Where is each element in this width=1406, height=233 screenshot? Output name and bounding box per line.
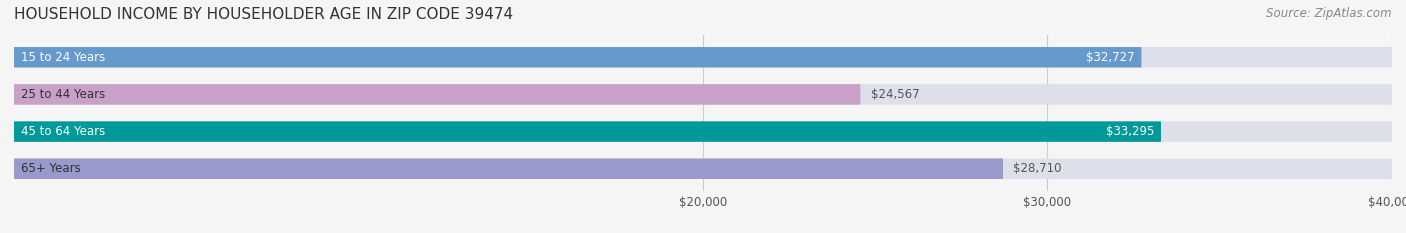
FancyBboxPatch shape xyxy=(14,47,1142,68)
FancyBboxPatch shape xyxy=(14,84,860,105)
FancyBboxPatch shape xyxy=(14,84,1392,105)
Text: 15 to 24 Years: 15 to 24 Years xyxy=(21,51,105,64)
Text: Source: ZipAtlas.com: Source: ZipAtlas.com xyxy=(1267,7,1392,20)
Text: 65+ Years: 65+ Years xyxy=(21,162,80,175)
FancyBboxPatch shape xyxy=(14,158,1002,179)
Text: 45 to 64 Years: 45 to 64 Years xyxy=(21,125,105,138)
Text: $32,727: $32,727 xyxy=(1085,51,1135,64)
FancyBboxPatch shape xyxy=(14,121,1161,142)
Text: HOUSEHOLD INCOME BY HOUSEHOLDER AGE IN ZIP CODE 39474: HOUSEHOLD INCOME BY HOUSEHOLDER AGE IN Z… xyxy=(14,7,513,22)
Text: $24,567: $24,567 xyxy=(870,88,920,101)
FancyBboxPatch shape xyxy=(14,158,1392,179)
FancyBboxPatch shape xyxy=(14,47,1392,68)
Text: 25 to 44 Years: 25 to 44 Years xyxy=(21,88,105,101)
FancyBboxPatch shape xyxy=(14,121,1392,142)
Text: $28,710: $28,710 xyxy=(1014,162,1062,175)
Text: $33,295: $33,295 xyxy=(1105,125,1154,138)
